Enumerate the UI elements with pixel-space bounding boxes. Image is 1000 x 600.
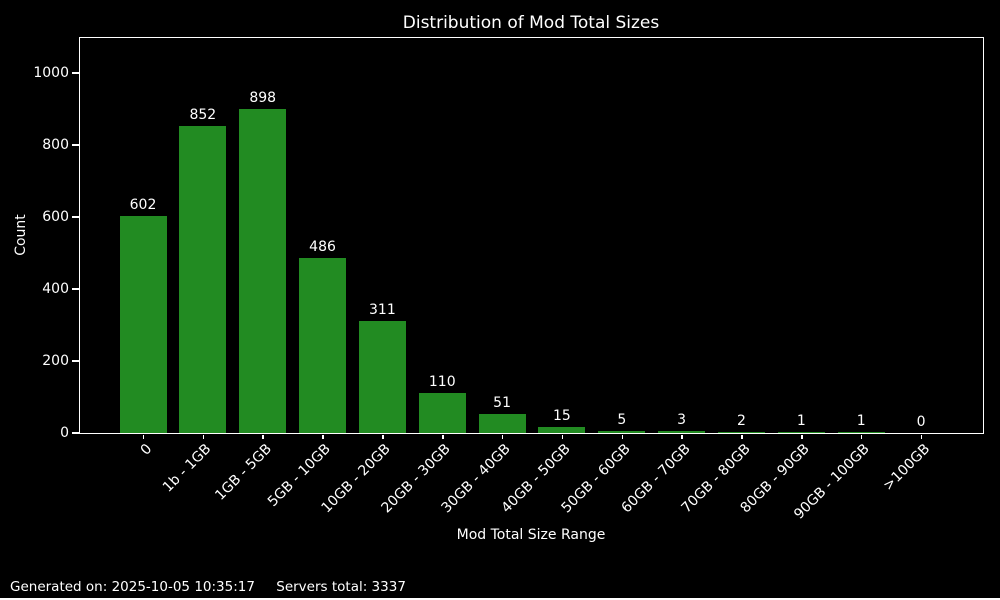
x-axis-title: Mod Total Size Range [456, 527, 606, 543]
x-tick-mark [621, 434, 624, 439]
y-tick-label: 1000 [33, 64, 69, 81]
bar-value-label: 311 [369, 301, 396, 318]
y-tick-label: 0 [60, 424, 69, 441]
y-tick-mark [72, 432, 79, 434]
bottom-divider-line [0, 597, 1000, 600]
x-tick-mark [322, 434, 324, 439]
bar [418, 392, 466, 433]
x-tick-mark [920, 434, 923, 439]
x-tick-mark [442, 434, 444, 439]
x-tick-label-text: 0 [137, 441, 155, 459]
x-tick-mark [501, 434, 504, 439]
bar [478, 414, 526, 433]
bar-value-label: 898 [249, 90, 277, 107]
chart-title: Distribution of Mod Total Sizes [402, 13, 660, 33]
x-tick-label-text: 1b - 1GB [160, 441, 215, 496]
x-tick-label-text: >100GB [879, 441, 933, 494]
y-tick-mark [72, 72, 79, 74]
bar-value-label: 1 [796, 413, 806, 430]
bar [358, 320, 406, 433]
x-tick-mark [382, 434, 384, 439]
bar-value-label: 602 [129, 196, 157, 213]
x-tick-label-text: 1GB - 5GB [211, 441, 275, 504]
bar [239, 109, 287, 433]
y-tick-label: 400 [42, 280, 69, 297]
y-tick-mark [72, 288, 79, 290]
bar [598, 430, 646, 433]
y-tick-mark [72, 144, 79, 146]
servers-total: Servers total: 3337 [276, 579, 406, 595]
x-tick-mark [681, 434, 683, 439]
bar [119, 215, 167, 433]
bar [658, 431, 706, 433]
x-tick-mark [262, 434, 264, 439]
y-tick-label: 200 [42, 352, 69, 369]
bar-value-label: 15 [553, 408, 571, 425]
y-tick-label: 600 [42, 208, 69, 225]
footer: Generated on: 2025-10-05 10:35:17 Server… [10, 579, 406, 595]
generated-timestamp: Generated on: 2025-10-05 10:35:17 [10, 579, 255, 595]
x-tick-mark [860, 434, 863, 439]
y-tick-mark [72, 360, 79, 362]
bar [179, 125, 227, 433]
bar [538, 427, 586, 433]
bar-value-label: 110 [428, 373, 456, 390]
x-tick-mark [801, 434, 803, 439]
x-tick-mark [741, 434, 743, 439]
x-tick-mark [142, 434, 145, 439]
y-tick-label: 800 [42, 136, 69, 153]
plot-area: 602 852 898 486 311 110 51 15 5 3 2 1 1 0 [78, 36, 984, 434]
bar-value-label: 2 [737, 412, 746, 429]
bar [299, 257, 347, 433]
bar-value-label: 486 [309, 238, 336, 255]
bar-value-label: 0 [916, 413, 926, 430]
bar-value-label: 3 [677, 412, 687, 429]
bar [718, 431, 765, 433]
x-tick-mark [202, 434, 205, 439]
y-tick-mark [72, 216, 79, 218]
bar-value-label: 5 [617, 411, 627, 428]
bar-value-label: 51 [493, 395, 512, 412]
x-tick-mark [561, 434, 564, 439]
bar-value-label: 852 [189, 106, 217, 123]
bar-value-label: 1 [856, 413, 866, 430]
